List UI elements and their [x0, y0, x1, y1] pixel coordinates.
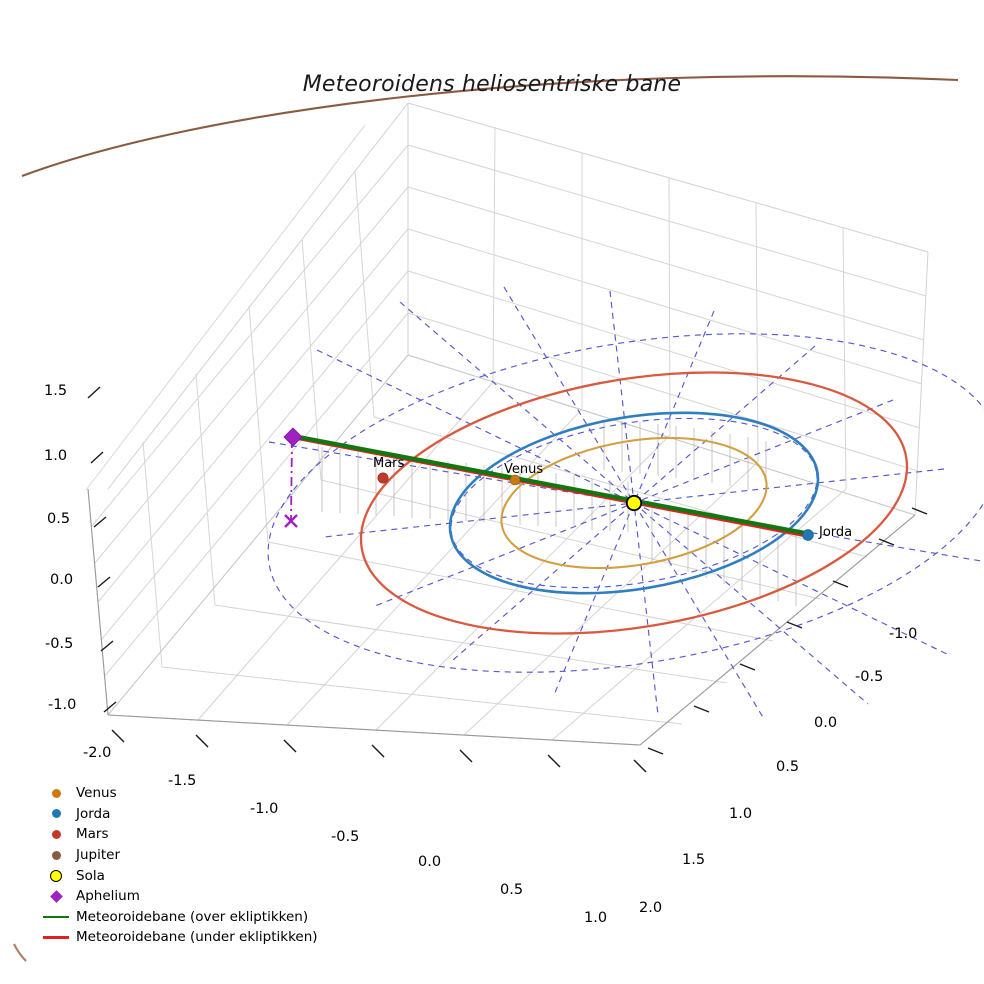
y-tick-4: 0.0: [814, 715, 838, 731]
diamond-icon: [36, 889, 76, 903]
pane-back-left: [85, 102, 409, 716]
z-tick-4: -0.5: [45, 636, 74, 652]
marker-aphelium: [283, 427, 303, 447]
legend-label-sola: Sola: [76, 867, 105, 884]
y-tick-3: 0.5: [776, 759, 800, 775]
z-tick-2: 0.5: [47, 511, 71, 527]
annotation-mars: Mars: [373, 456, 405, 471]
marker-venus: [509, 474, 521, 486]
jorda-dot-icon: [36, 809, 76, 819]
pane-back-right: [407, 102, 929, 516]
orbit-jupiter: [13, 75, 959, 962]
x-tick-4: 0.0: [418, 854, 442, 870]
legend-item-under-ecliptic[interactable]: Meteoroidebane (under ekliptikken): [36, 927, 336, 948]
axis-z-spine: [87, 386, 117, 716]
legend-label-aphelium: Aphelium: [76, 888, 140, 905]
aphelion-drop-line: [284, 438, 298, 528]
legend-item-venus[interactable]: Venus: [36, 783, 336, 804]
venus-dot-icon: [36, 788, 76, 798]
legend-item-mars[interactable]: Mars: [36, 824, 336, 845]
z-tick-5: -1.0: [48, 697, 77, 713]
legend-label-jupiter: Jupiter: [76, 847, 121, 864]
x-tick-6: 1.0: [584, 910, 608, 926]
orbit-jorda: [448, 411, 820, 595]
y-tick-5: -0.5: [855, 669, 884, 685]
polar-spokes: [268, 286, 984, 720]
axis-y-spine: [639, 507, 928, 755]
z-tick-0: 1.5: [44, 383, 68, 399]
z-tick-3: 0.0: [50, 572, 74, 588]
legend-label-over-ecliptic: Meteoroidebane (over ekliptikken): [76, 908, 309, 925]
red-line-icon: [36, 936, 76, 939]
projection-stems: [321, 420, 797, 606]
marker-mars: [377, 472, 389, 484]
legend-label-under-ecliptic: Meteoroidebane (under ekliptikken): [76, 929, 318, 946]
meteoroid-orbit: [292, 433, 811, 539]
aphelion-projection-x-icon: [284, 514, 298, 528]
marker-sola: [625, 494, 643, 512]
z-tick-1: 1.0: [44, 448, 68, 464]
legend-item-jupiter[interactable]: Jupiter: [36, 845, 336, 866]
legend-item-sola[interactable]: Sola: [36, 865, 336, 886]
x-tick-3: -0.5: [331, 829, 360, 845]
legend-item-jorda[interactable]: Jorda: [36, 804, 336, 825]
axis-x-spine: [107, 714, 647, 773]
page-title: Meteoroidens heliosentriske bane: [302, 72, 682, 97]
annotation-jorda: Jorda: [819, 525, 853, 540]
legend-label-venus: Venus: [76, 785, 117, 802]
sun-circle-icon: [36, 869, 76, 882]
legend-label-jorda: Jorda: [76, 805, 111, 822]
x-tick-1: -1.5: [168, 773, 197, 789]
legend-item-aphelium[interactable]: Aphelium: [36, 886, 336, 907]
mars-dot-icon: [36, 829, 76, 839]
legend-label-mars: Mars: [76, 826, 109, 843]
y-tick-6: -1.0: [889, 626, 918, 642]
x-tick-2: -1.0: [250, 801, 279, 817]
x-tick-0: -2.0: [83, 745, 112, 761]
orbit-venus: [500, 436, 768, 570]
green-line-icon: [36, 915, 76, 919]
orbit-mars: [359, 371, 909, 635]
y-tick-1: 1.5: [682, 852, 706, 868]
annotation-venus: Venus: [504, 462, 544, 477]
y-tick-2: 1.0: [729, 806, 753, 822]
y-tick-0: 2.0: [639, 900, 663, 916]
x-tick-5: 0.5: [500, 882, 524, 898]
legend-item-over-ecliptic[interactable]: Meteoroidebane (over ekliptikken): [36, 907, 336, 928]
jupiter-dot-icon: [36, 850, 76, 860]
legend: Venus Jorda Mars Jupiter Sola: [36, 783, 336, 948]
ecliptic-polar-grid: [267, 286, 984, 720]
marker-jorda: [802, 529, 814, 541]
